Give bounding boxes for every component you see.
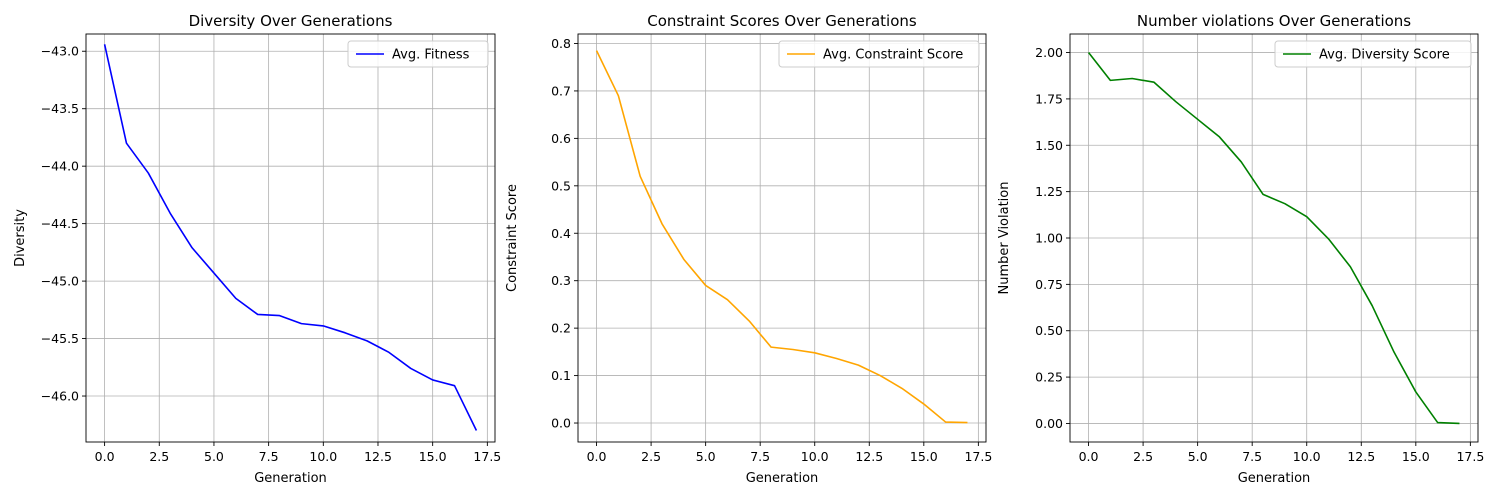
chart-panel-2: 0.0 2.5 5.0 7.5 10.0 12.5 15.0 17.5 0.0 0.1 0.2 0.3… bbox=[505, 12, 992, 486]
x-tick-label: 10.0 bbox=[801, 449, 829, 464]
y-tick-label: 2.00 bbox=[1035, 45, 1063, 60]
x-tick-label: 7.5 bbox=[750, 449, 770, 464]
legend: Avg. Fitness bbox=[347, 40, 489, 68]
y-axis-label: Constraint Score bbox=[505, 184, 520, 292]
y-tick-label: 0.3 bbox=[551, 273, 571, 288]
x-tick-label: 10.0 bbox=[1293, 449, 1321, 464]
y-tick-label: 0.75 bbox=[1035, 277, 1063, 292]
chart-panel-1: 0.0 2.5 5.0 7.5 10.0 12.5 15.0 17.5 −43.0 −43.5 −4… bbox=[13, 12, 501, 486]
y-tick-label: −44.5 bbox=[41, 216, 79, 231]
legend: Avg. Constraint Score bbox=[778, 40, 980, 68]
y-tick-label: −45.5 bbox=[41, 331, 79, 346]
x-tick-label: 17.5 bbox=[1456, 449, 1484, 464]
legend-label: Avg. Fitness bbox=[392, 48, 470, 63]
legend-box bbox=[1274, 40, 1472, 68]
y-tick-label: 0.7 bbox=[551, 83, 571, 98]
x-tick-label: 2.5 bbox=[1133, 449, 1153, 464]
y-tick-label: −45.0 bbox=[41, 274, 79, 289]
x-tick-label: 17.5 bbox=[964, 449, 992, 464]
y-tick-label: 0.2 bbox=[551, 321, 571, 336]
x-tick-label: 2.5 bbox=[641, 449, 661, 464]
x-tick-label: 5.0 bbox=[696, 449, 716, 464]
series-line bbox=[1087, 52, 1460, 425]
y-tick-label: −46.0 bbox=[41, 389, 79, 404]
y-tick-label: 1.50 bbox=[1035, 138, 1063, 153]
x-tick-label: 15.0 bbox=[910, 449, 938, 464]
plot-frame bbox=[577, 33, 987, 443]
x-tick-label: 15.0 bbox=[419, 449, 447, 464]
x-axis-label: Generation bbox=[746, 471, 819, 486]
x-tick-label: 2.5 bbox=[149, 449, 169, 464]
y-tick-label: 1.75 bbox=[1035, 91, 1063, 106]
x-tick-label: 0.0 bbox=[1079, 449, 1099, 464]
chart-title: Constraint Scores Over Generations bbox=[647, 12, 917, 30]
y-tick-label: 1.00 bbox=[1035, 231, 1063, 246]
y-tick-label: 0.5 bbox=[551, 178, 571, 193]
x-tick-label: 12.5 bbox=[1347, 449, 1375, 464]
legend: Avg. Diversity Score bbox=[1274, 40, 1472, 68]
x-axis-label: Generation bbox=[254, 471, 327, 486]
y-tick-label: −43.0 bbox=[41, 44, 79, 59]
x-axis-label: Generation bbox=[1238, 471, 1311, 486]
x-tick-label: 17.5 bbox=[473, 449, 501, 464]
plot-frame bbox=[85, 33, 496, 443]
x-tick-label: 7.5 bbox=[259, 449, 279, 464]
y-tick-label: −44.0 bbox=[41, 159, 79, 174]
y-axis-label: Number Violation bbox=[997, 181, 1012, 294]
y-tick-label: 0.4 bbox=[551, 226, 571, 241]
x-tick-label: 12.5 bbox=[855, 449, 883, 464]
legend-label: Avg. Constraint Score bbox=[823, 48, 963, 63]
legend-box bbox=[347, 40, 489, 68]
x-tick-label: 5.0 bbox=[1188, 449, 1208, 464]
y-tick-label: 0.25 bbox=[1035, 370, 1063, 385]
legend-box bbox=[778, 40, 980, 68]
y-tick-label: 0.1 bbox=[551, 368, 571, 383]
chart-title: Diversity Over Generations bbox=[189, 12, 393, 30]
y-tick-label: 0.50 bbox=[1035, 323, 1063, 338]
x-tick-label: 10.0 bbox=[309, 449, 337, 464]
y-axis-label: Diversity bbox=[13, 209, 28, 267]
y-tick-label: 0.00 bbox=[1035, 416, 1063, 431]
x-tick-label: 12.5 bbox=[364, 449, 392, 464]
x-tick-label: 0.0 bbox=[587, 449, 607, 464]
y-tick-label: 0.6 bbox=[551, 131, 571, 146]
chart-panel-3: 0.0 2.5 5.0 7.5 10.0 12.5 15.0 17.5 0.00 0.25 0.50… bbox=[997, 12, 1484, 486]
y-tick-label: 0.0 bbox=[551, 416, 571, 431]
legend-label: Avg. Diversity Score bbox=[1319, 48, 1450, 63]
y-tick-label: 1.25 bbox=[1035, 184, 1063, 199]
chart-title: Number violations Over Generations bbox=[1137, 12, 1411, 30]
x-tick-label: 15.0 bbox=[1402, 449, 1430, 464]
series-line bbox=[595, 50, 968, 424]
x-tick-label: 7.5 bbox=[1242, 449, 1262, 464]
y-tick-label: 0.8 bbox=[551, 36, 571, 51]
x-tick-label: 5.0 bbox=[204, 449, 224, 464]
y-tick-label: −43.5 bbox=[41, 101, 79, 116]
series-line bbox=[103, 44, 478, 431]
x-tick-label: 0.0 bbox=[95, 449, 115, 464]
